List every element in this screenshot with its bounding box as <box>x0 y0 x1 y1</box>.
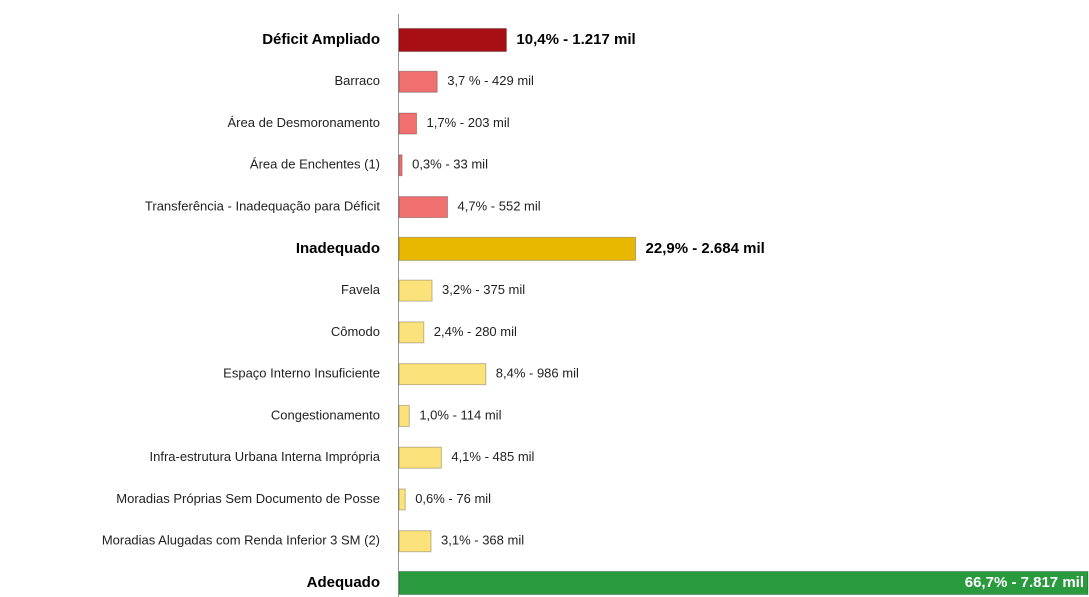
value-label: 1,0% - 114 mil <box>419 407 501 422</box>
bar <box>398 488 406 511</box>
value-label: 0,6% - 76 mil <box>415 491 491 506</box>
bar <box>398 154 403 177</box>
bar <box>398 363 487 386</box>
category-label: Barraco <box>334 73 380 88</box>
bar <box>398 321 425 344</box>
bar <box>398 196 449 219</box>
category-label: Inadequado <box>296 240 380 257</box>
value-label: 8,4% - 986 mil <box>496 366 579 381</box>
value-label: 1,7% - 203 mil <box>427 115 510 130</box>
bar <box>398 446 442 469</box>
value-label: 4,7% - 552 mil <box>458 199 541 214</box>
category-label: Favela <box>341 282 381 297</box>
value-label: 3,2% - 375 mil <box>442 282 525 297</box>
value-label: 3,7 % - 429 mil <box>447 73 534 88</box>
category-label: Transferência - Inadequação para Déficit <box>145 199 380 214</box>
value-label: 22,9% - 2.684 mil <box>646 240 765 257</box>
category-label: Cômodo <box>331 324 380 339</box>
bar <box>398 571 1089 595</box>
category-label: Adequado <box>307 574 380 591</box>
bar <box>398 404 410 427</box>
value-label: 4,1% - 485 mil <box>451 449 534 464</box>
bar <box>398 112 418 135</box>
bar <box>398 279 433 302</box>
bar <box>398 530 432 553</box>
category-label: Moradias Alugadas com Renda Inferior 3 S… <box>102 533 380 548</box>
value-label: 66,7% - 7.817 mil <box>965 574 1084 591</box>
category-label: Infra-estrutura Urbana Interna Imprópria <box>150 449 381 464</box>
category-label: Área de Enchentes (1) <box>250 157 380 172</box>
category-label: Moradias Próprias Sem Documento de Posse <box>116 491 380 506</box>
value-label: 10,4% - 1.217 mil <box>516 31 635 48</box>
value-label: 0,3% - 33 mil <box>412 157 488 172</box>
bar <box>398 28 507 52</box>
bar <box>398 70 438 93</box>
bar <box>398 236 637 261</box>
category-label: Área de Desmoronamento <box>228 115 380 130</box>
value-label: 3,1% - 368 mil <box>441 533 524 548</box>
category-label: Congestionamento <box>271 407 380 422</box>
category-label: Déficit Ampliado <box>262 31 380 48</box>
value-label: 2,4% - 280 mil <box>434 324 517 339</box>
category-label: Espaço Interno Insuficiente <box>223 366 380 381</box>
